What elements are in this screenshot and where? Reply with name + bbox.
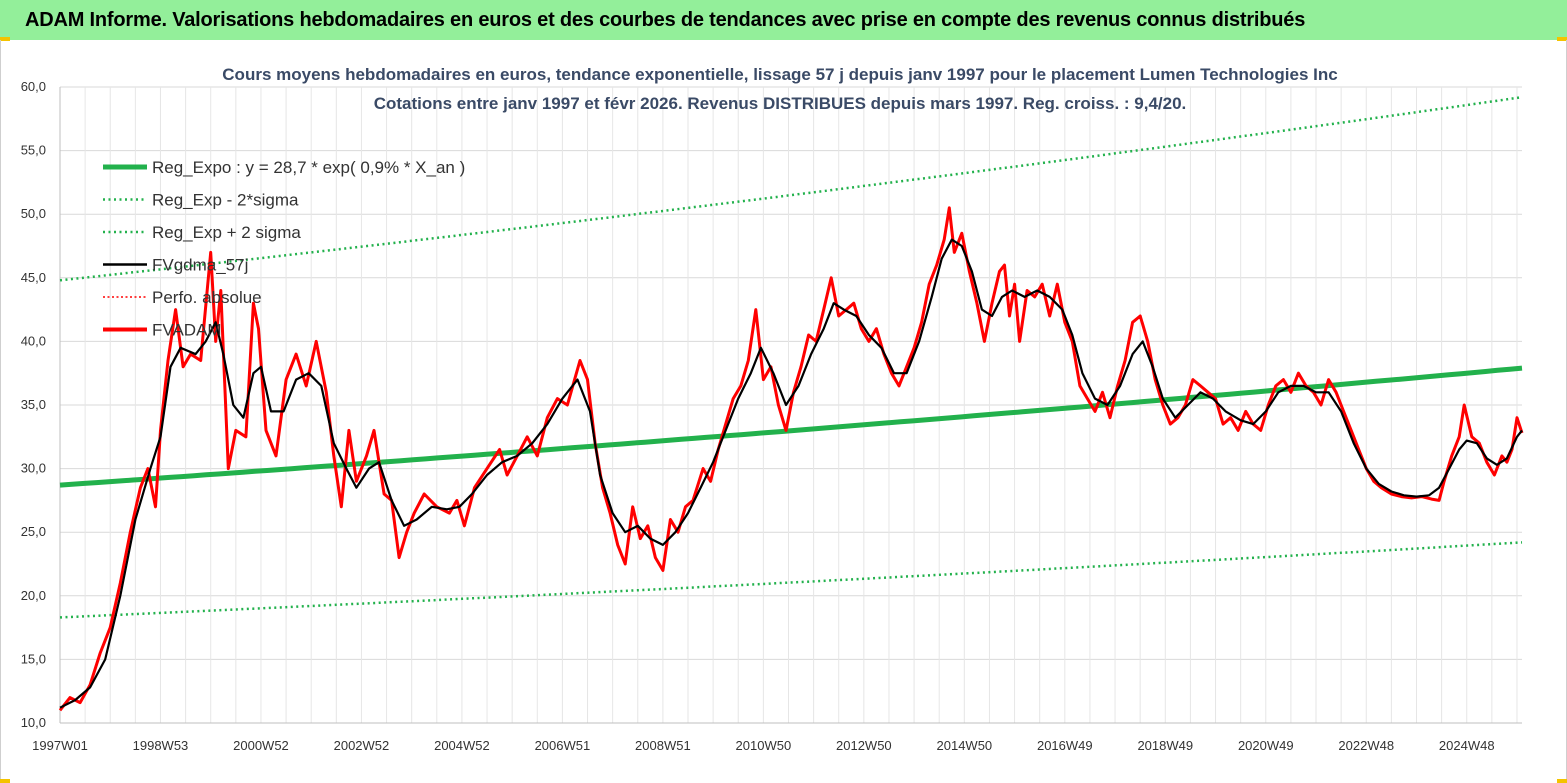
smoothed-line bbox=[59, 238, 1523, 709]
x-tick-label: 1997W01 bbox=[32, 738, 88, 753]
y-tick-label: 10,0 bbox=[21, 715, 46, 730]
legend-label-reg: Reg_Expo : y = 28,7 * exp( 0,9% * X_an ) bbox=[152, 158, 465, 177]
y-tick-label: 55,0 bbox=[21, 143, 46, 158]
x-tick-label: 2010W50 bbox=[736, 738, 792, 753]
x-tick-label: 2022W48 bbox=[1338, 738, 1394, 753]
x-tick-label: 1998W53 bbox=[133, 738, 189, 753]
x-tick-label: 2000W52 bbox=[233, 738, 289, 753]
x-axis-ticks: 1997W01 1998W53 2000W52 2002W52 2004W52 2006W… bbox=[32, 738, 1494, 753]
corner-mark bbox=[1557, 37, 1567, 41]
x-tick-label: 2002W52 bbox=[334, 738, 390, 753]
corner-mark bbox=[1557, 779, 1567, 783]
x-tick-label: 2018W49 bbox=[1137, 738, 1193, 753]
x-tick-label: 2020W49 bbox=[1238, 738, 1294, 753]
series bbox=[58, 95, 1524, 712]
banner-title: ADAM Informe. Valorisations hebdomadaire… bbox=[25, 8, 1306, 31]
x-tick-label: 2008W51 bbox=[635, 738, 691, 753]
y-tick-label: 15,0 bbox=[21, 651, 46, 666]
legend-label-adam: FVADAM bbox=[152, 321, 222, 340]
x-tick-label: 2012W50 bbox=[836, 738, 892, 753]
y-tick-label: 30,0 bbox=[21, 461, 46, 476]
legend-label-high: Reg_Exp + 2 sigma bbox=[152, 223, 301, 242]
y-tick-label: 45,0 bbox=[21, 270, 46, 285]
x-tick-label: 2006W51 bbox=[535, 738, 591, 753]
legend-label-low: Reg_Exp - 2*sigma bbox=[152, 191, 299, 210]
y-tick-label: 50,0 bbox=[21, 206, 46, 221]
lower-sigma-line bbox=[59, 541, 1523, 619]
x-tick-label: 2004W52 bbox=[434, 738, 490, 753]
x-tick-label: 2014W50 bbox=[937, 738, 993, 753]
y-tick-label: 20,0 bbox=[21, 588, 46, 603]
y-axis-ticks: 10,0 15,0 20,0 25,0 30,0 35,0 40,0 45,0 50,0 55,0… bbox=[21, 79, 46, 730]
x-tick-label: 2024W48 bbox=[1439, 738, 1495, 753]
chart-title: Cours moyens hebdomadaires en euros, ten… bbox=[222, 65, 1337, 84]
x-tick-label: 2016W49 bbox=[1037, 738, 1093, 753]
legend-label-smooth: FVgdma_57j bbox=[152, 256, 248, 275]
report-banner: ADAM Informe. Valorisations hebdomadaire… bbox=[0, 0, 1567, 40]
y-tick-label: 40,0 bbox=[21, 333, 46, 348]
corner-mark bbox=[0, 779, 10, 783]
regression-line bbox=[59, 365, 1523, 488]
upper-sigma-line bbox=[59, 95, 1523, 282]
corner-mark bbox=[0, 37, 10, 41]
y-tick-label: 35,0 bbox=[21, 397, 46, 412]
legend: Reg_Expo : y = 28,7 * exp( 0,9% * X_an )… bbox=[103, 158, 465, 340]
legend-label-perfo: Perfo. absolue bbox=[152, 288, 262, 307]
y-tick-label: 60,0 bbox=[21, 79, 46, 94]
fvadam-line bbox=[58, 206, 1524, 712]
y-tick-label: 25,0 bbox=[21, 524, 46, 539]
chart-subtitle: Cotations entre janv 1997 et févr 2026. … bbox=[374, 94, 1187, 113]
